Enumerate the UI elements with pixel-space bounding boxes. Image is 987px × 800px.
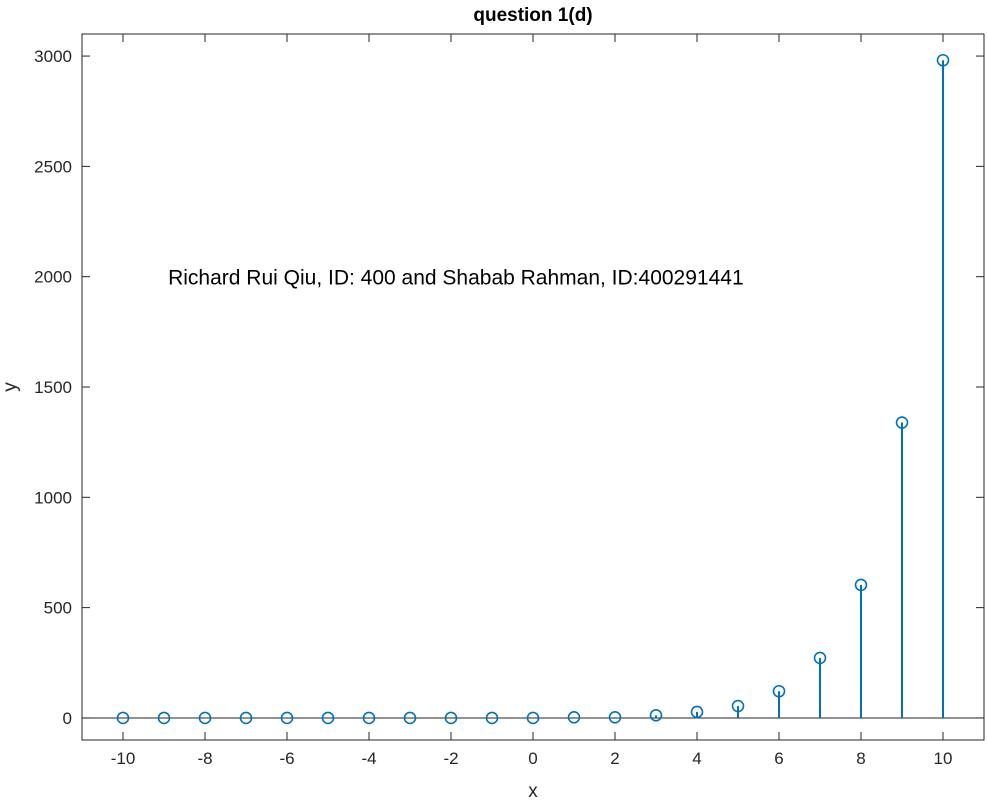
- stem-marker: [731, 699, 745, 713]
- stem-marker: [485, 711, 499, 725]
- x-axis-label: x: [528, 781, 538, 800]
- y-axis-ticks: 0 500 1000 1500 2000 2500 3000: [34, 47, 984, 728]
- x-tick-label: 2: [610, 749, 619, 768]
- y-tick-label: 1000: [34, 488, 72, 507]
- stem-marker: [526, 711, 540, 725]
- stem-marker: [895, 416, 909, 429]
- y-tick-label: 2000: [34, 268, 72, 287]
- y-tick-label: 3000: [34, 47, 72, 66]
- stem-marker: [198, 711, 212, 725]
- stem-series: [116, 53, 950, 725]
- x-tick-label: -6: [279, 749, 294, 768]
- chart-annotation: Richard Rui Qiu, ID: 400 and Shabab Rahm…: [168, 267, 744, 290]
- stem-marker: [321, 711, 335, 725]
- x-tick-label: -10: [111, 749, 136, 768]
- x-tick-label: -4: [361, 749, 376, 768]
- stem-marker: [854, 578, 868, 592]
- x-tick-label: 4: [692, 749, 701, 768]
- x-tick-label: 8: [856, 749, 865, 768]
- stem-marker: [444, 711, 458, 725]
- y-tick-label: 2500: [34, 157, 72, 176]
- stem-marker: [403, 711, 417, 725]
- y-tick-label: 500: [44, 599, 72, 618]
- stem-marker: [608, 710, 622, 724]
- stem-marker: [567, 710, 581, 724]
- stem-marker: [772, 684, 786, 698]
- stem-marker: [649, 708, 663, 722]
- x-tick-label: 10: [934, 749, 953, 768]
- axes-box: [81, 33, 985, 741]
- stem-marker: [690, 705, 704, 719]
- y-tick-label: 1500: [34, 378, 72, 397]
- y-axis-label: y: [0, 382, 21, 392]
- x-tick-label: -2: [443, 749, 458, 768]
- plot-area: -10 -8 -6 -4 -2 0 2 4 6 8 10 0 500 1000 1500 2000 2500 3…: [34, 33, 985, 768]
- x-tick-label: 6: [774, 749, 783, 768]
- stem-marker: [239, 711, 253, 725]
- x-tick-label: -8: [197, 749, 212, 768]
- stem-marker: [157, 711, 171, 725]
- stem-marker: [936, 53, 950, 67]
- stem-marker: [813, 651, 827, 665]
- chart-title: question 1(d): [473, 5, 592, 26]
- stem-marker: [362, 711, 376, 725]
- x-tick-label: 0: [528, 749, 537, 768]
- y-tick-label: 0: [63, 709, 72, 728]
- stem-marker: [116, 711, 130, 725]
- stem-marker: [280, 711, 294, 725]
- x-axis-ticks: -10 -8 -6 -4 -2 0 2 4 6 8 10: [111, 34, 953, 768]
